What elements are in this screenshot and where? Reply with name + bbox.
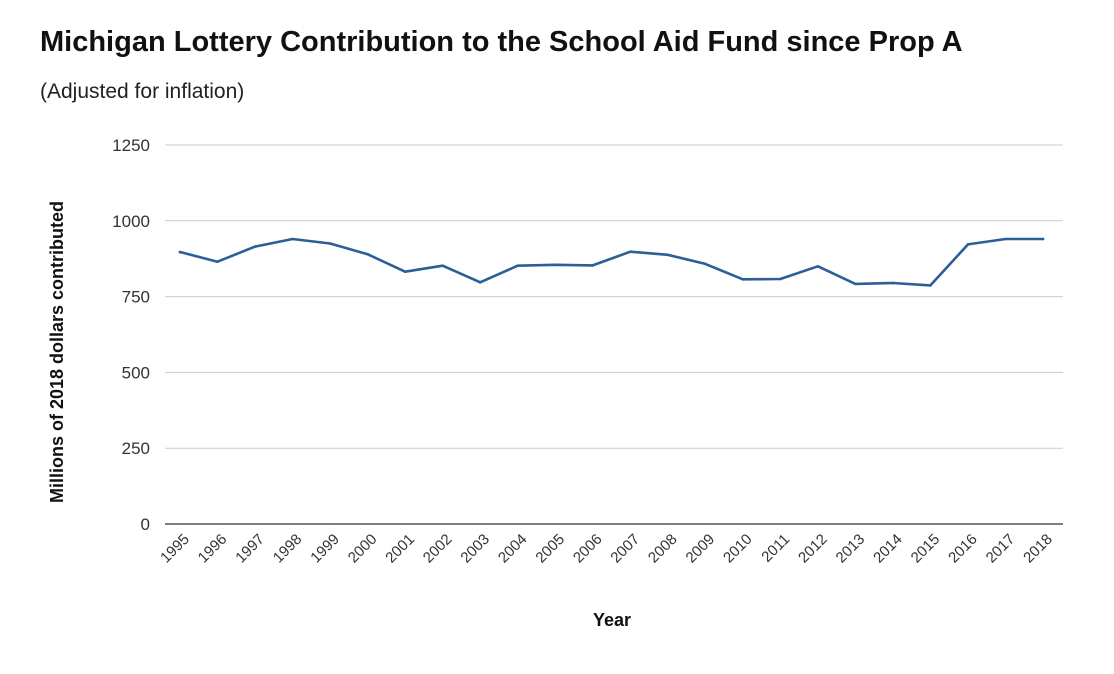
data-point — [666, 253, 670, 257]
x-tick-label: 2008 — [645, 531, 681, 567]
x-tick-label: 1997 — [232, 531, 268, 567]
data-point — [291, 237, 294, 241]
y-tick-label: 250 — [122, 439, 150, 458]
data-point — [854, 282, 857, 286]
x-tick-label: 2001 — [382, 531, 418, 567]
y-tick-label: 1250 — [112, 136, 150, 155]
x-tick-label: 2011 — [758, 531, 793, 566]
x-tick-label: 2002 — [420, 531, 456, 567]
y-tick-label: 0 — [141, 515, 150, 534]
data-point — [891, 281, 895, 285]
data-point — [779, 277, 782, 281]
x-tick-label: 2017 — [983, 531, 1019, 567]
data-point — [328, 242, 332, 245]
x-axis-label: Year — [593, 610, 631, 630]
data-point — [741, 278, 745, 281]
gridlines — [165, 144, 1063, 525]
x-tick-label: 2016 — [945, 531, 981, 567]
x-tick-label: 2012 — [795, 531, 831, 567]
data-point — [816, 264, 820, 268]
x-tick-label: 2003 — [457, 531, 493, 567]
series-line — [178, 237, 1045, 287]
x-tick-label: 1999 — [307, 531, 343, 567]
data-point — [441, 264, 444, 267]
chart-subtitle: (Adjusted for inflation) — [40, 80, 245, 103]
x-tick-label: 2007 — [607, 531, 643, 567]
data-point — [403, 270, 407, 274]
x-tick-label: 2000 — [345, 531, 381, 567]
data-point — [1041, 237, 1045, 241]
data-point — [591, 264, 595, 267]
y-tick-labels: 0 250 500 750 1000 1250 — [112, 136, 150, 534]
data-point — [929, 284, 932, 287]
data-point — [1004, 237, 1007, 241]
x-tick-label: 2018 — [1020, 531, 1056, 567]
data-point — [216, 260, 219, 264]
x-tick-label: 2013 — [833, 531, 869, 567]
x-tick-label: 2005 — [532, 531, 568, 567]
x-tick-label: 2014 — [870, 531, 906, 567]
x-tick-label: 2015 — [908, 531, 944, 567]
x-tick-label: 2010 — [720, 531, 756, 567]
y-tick-label: 750 — [122, 288, 150, 307]
data-point — [628, 250, 632, 254]
chart-title: Michigan Lottery Contribution to the Sch… — [40, 26, 963, 58]
y-tick-label: 500 — [122, 363, 150, 382]
data-point — [966, 243, 970, 246]
data-point — [553, 263, 557, 267]
data-point — [366, 252, 369, 256]
x-tick-label: 1996 — [195, 531, 231, 567]
x-tick-label: 2004 — [495, 531, 531, 567]
data-point — [178, 250, 182, 254]
data-point — [478, 281, 482, 284]
y-tick-label: 1000 — [112, 212, 150, 231]
x-tick-labels: 1995 1996 1997 1998 1999 2000 2001 2002 2003 2004… — [157, 531, 1056, 567]
x-tick-label: 1998 — [270, 531, 306, 567]
x-tick-label: 1995 — [157, 531, 193, 567]
data-point — [516, 264, 519, 267]
x-tick-label: 2006 — [570, 531, 606, 567]
x-tick-label: 2009 — [683, 531, 719, 567]
data-point — [704, 262, 707, 266]
y-axis-label: Millions of 2018 dollars contributed — [47, 201, 67, 503]
series-group — [178, 237, 1045, 287]
data-point — [253, 245, 257, 248]
